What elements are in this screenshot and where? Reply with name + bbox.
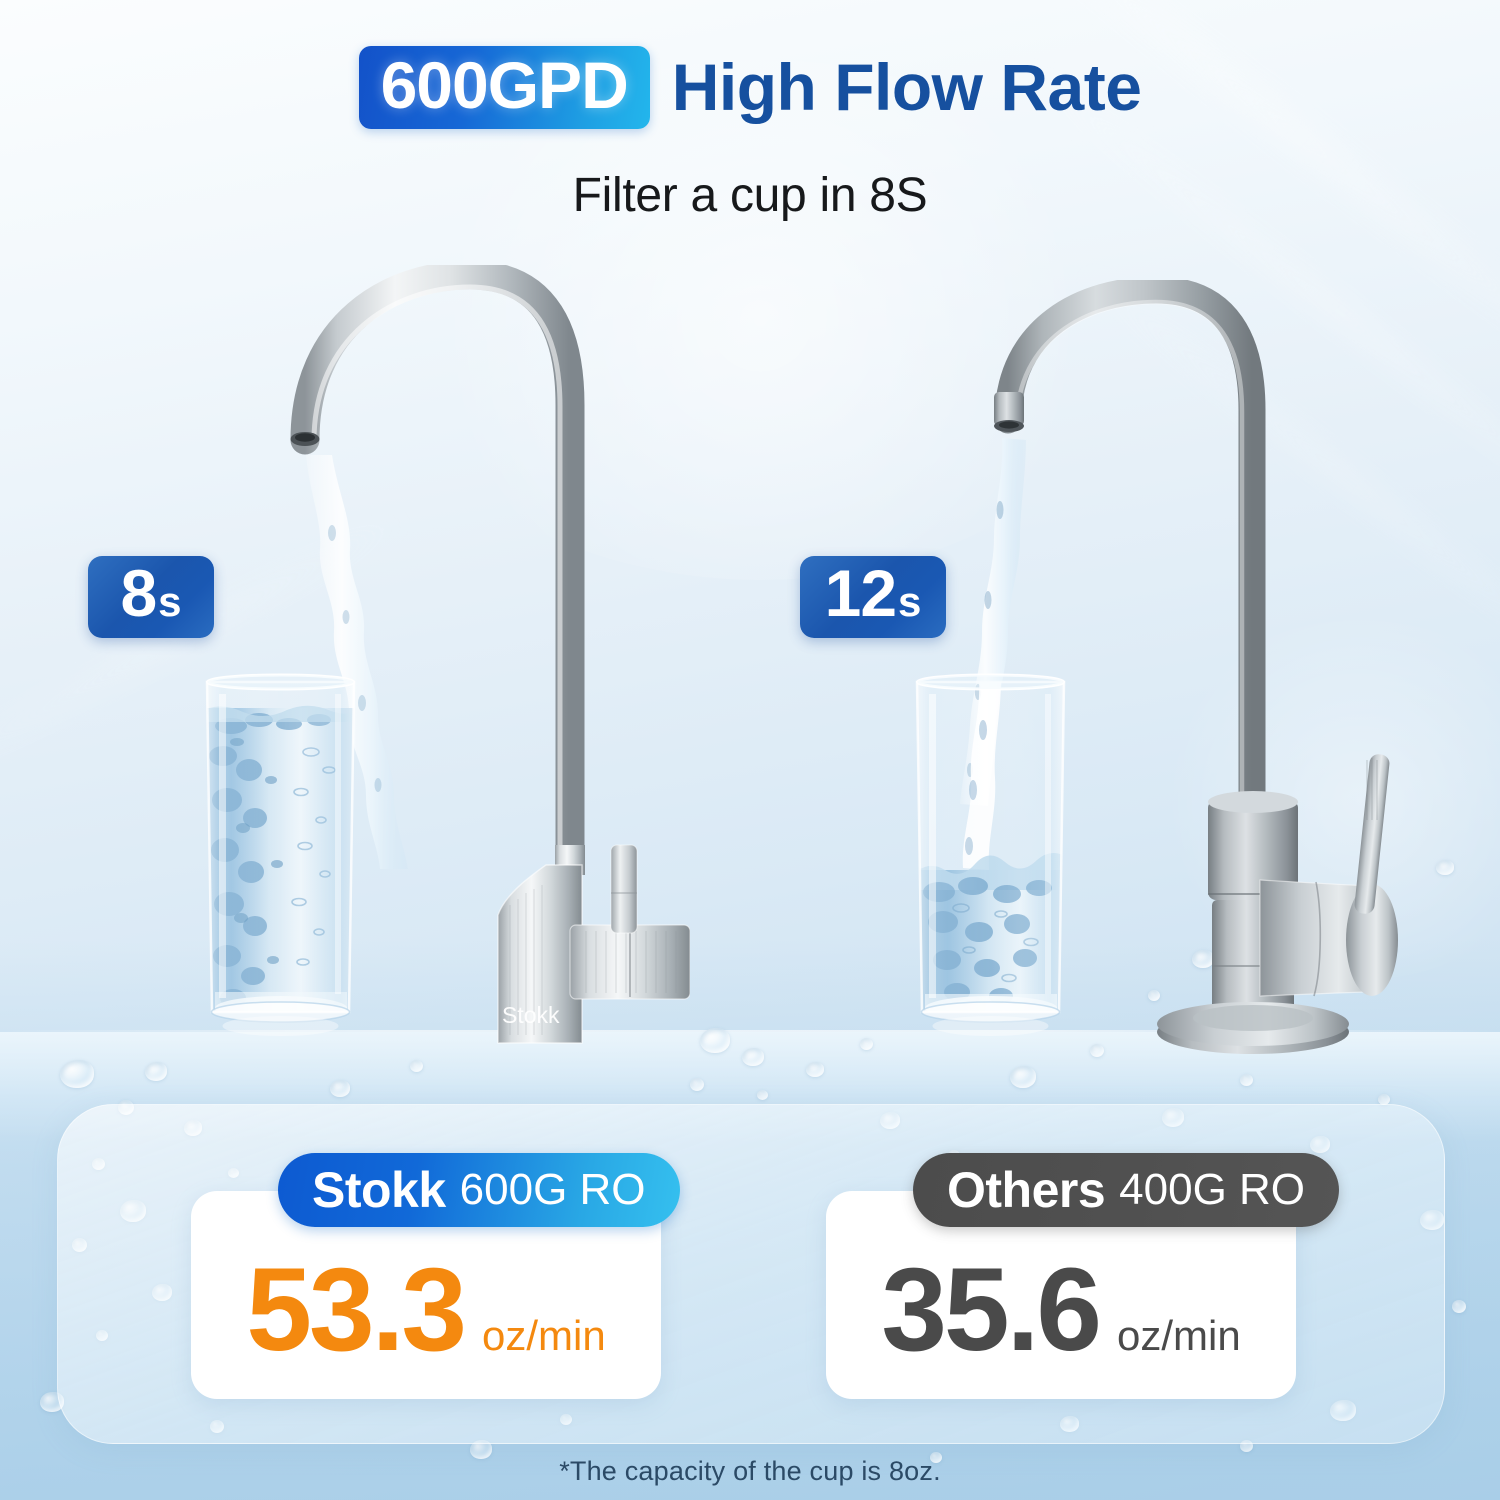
water-droplet xyxy=(930,1452,942,1463)
water-droplet xyxy=(1090,1044,1104,1057)
stokk-rate-unit: oz/min xyxy=(481,1312,606,1359)
water-droplet xyxy=(60,1060,94,1088)
water-droplet xyxy=(1192,950,1214,968)
time-badge-left: 8 s xyxy=(88,556,214,638)
footnote: *The capacity of the cup is 8oz. xyxy=(559,1456,941,1486)
others-brand-name: Others xyxy=(947,1162,1106,1218)
faucet-brand-label: Stokk xyxy=(502,1002,560,1028)
stokk-rate-row: 53.3 oz/min xyxy=(191,1251,661,1369)
faucet-stokk: Stokk xyxy=(290,265,690,1044)
water-droplet xyxy=(330,1080,350,1097)
water-droplet xyxy=(690,1078,704,1091)
water-glass-left xyxy=(205,673,356,1036)
water-droplet xyxy=(1148,990,1160,1001)
water-droplet xyxy=(1378,1094,1390,1105)
time-badge-right-number: 12 xyxy=(824,556,897,630)
water-droplet xyxy=(860,1038,873,1050)
water-droplet xyxy=(757,1090,768,1100)
gpd-badge: 600GPD xyxy=(358,46,650,130)
others-brand-model: 400G RO xyxy=(1119,1165,1306,1214)
page-title: High Flow Rate xyxy=(671,50,1142,124)
water-droplet xyxy=(410,1060,423,1072)
water-droplet xyxy=(470,1440,492,1459)
water-droplet xyxy=(806,1062,824,1077)
others-rate-value: 35.6 xyxy=(881,1244,1102,1376)
others-rate-unit: oz/min xyxy=(1116,1312,1241,1359)
water-glass-right xyxy=(915,673,1066,1036)
title-row: 600GPD High Flow Rate xyxy=(0,46,1500,130)
time-badge-left-unit: s xyxy=(158,578,182,625)
water-droplet xyxy=(1436,860,1454,875)
stokk-brand-model: 600G RO xyxy=(459,1165,646,1214)
time-badge-right: 12 s xyxy=(800,556,946,638)
time-badge-right-unit: s xyxy=(898,578,922,625)
water-droplet xyxy=(742,1048,764,1066)
stokk-rate-value: 53.3 xyxy=(246,1244,467,1376)
water-droplet xyxy=(145,1062,167,1081)
water-droplet xyxy=(1240,1074,1253,1086)
surface-line xyxy=(0,1030,1500,1032)
time-badge-left-number: 8 xyxy=(120,556,157,630)
water-droplet xyxy=(1452,1300,1466,1313)
water-droplet xyxy=(700,1028,730,1053)
brand-pill-others: Others 400G RO xyxy=(913,1153,1340,1227)
stokk-brand-name: Stokk xyxy=(312,1162,446,1218)
others-rate-row: 35.6 oz/min xyxy=(826,1251,1296,1369)
page-subtitle: Filter a cup in 8S xyxy=(572,169,928,222)
comparison-panel: 53.3 oz/min 35.6 oz/min Stokk 600G RO Ot… xyxy=(57,1104,1445,1444)
water-droplet xyxy=(1010,1066,1036,1088)
faucet-others xyxy=(960,280,1398,1054)
brand-pill-stokk: Stokk 600G RO xyxy=(278,1153,680,1227)
